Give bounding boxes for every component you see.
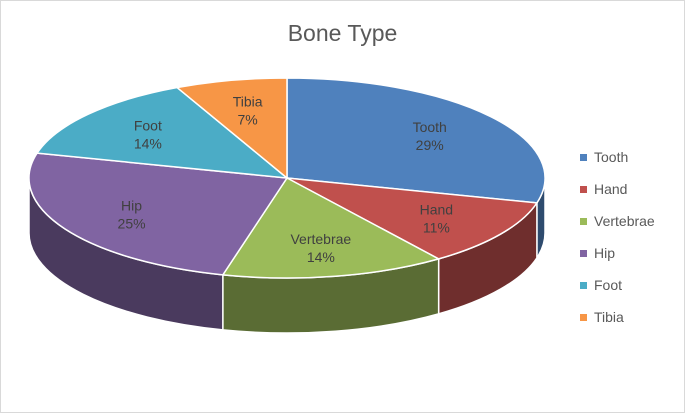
legend-label-foot: Foot: [594, 277, 623, 293]
legend-item-vertebrae: Vertebrae: [580, 205, 655, 237]
legend-swatch-vertebrae: [580, 217, 587, 225]
legend-item-tooth: Tooth: [580, 141, 655, 173]
legend-label-hand: Hand: [594, 181, 628, 197]
legend-swatch-hand: [580, 185, 587, 193]
legend-swatch-hip: [580, 249, 587, 257]
data-label-percent-hand: 11%: [423, 219, 450, 235]
data-label-category-foot: Foot: [134, 117, 162, 133]
legend-swatch-tibia: [580, 313, 587, 321]
data-label-category-hip: Hip: [121, 198, 142, 214]
legend-swatch-tooth: [580, 153, 587, 161]
legend-item-hip: Hip: [580, 237, 655, 269]
data-label-category-hand: Hand: [420, 201, 453, 217]
data-label-percent-foot: 14%: [134, 135, 162, 151]
legend-item-foot: Foot: [580, 269, 655, 301]
data-label-percent-hip: 25%: [118, 216, 146, 232]
pie-slice-vertebrae: [221, 177, 441, 279]
data-label-category-vertebrae: Vertebrae: [290, 231, 351, 247]
chart-title: Bone Type: [287, 20, 398, 46]
pie-slice-tibia: [175, 77, 288, 180]
pie-slice-foot: [35, 86, 290, 179]
legend: Tooth Hand Vertebrae Hip Foot Tibia: [580, 141, 655, 333]
pie-slice-hip: [28, 152, 289, 276]
legend-label-hip: Hip: [594, 245, 616, 261]
pie-slice-hand: [286, 177, 539, 260]
data-label-category-tibia: Tibia: [233, 94, 263, 110]
legend-item-tibia: Tibia: [580, 301, 655, 333]
legend-item-hand: Hand: [580, 173, 655, 205]
data-label-percent-vertebrae: 14%: [307, 249, 335, 265]
pie-slice-tooth: [286, 77, 546, 204]
data-label-percent-tibia: 7%: [237, 112, 257, 128]
legend-label-tibia: Tibia: [594, 309, 624, 325]
data-label-percent-tooth: 29%: [416, 137, 444, 153]
data-label-category-tooth: Tooth: [413, 119, 447, 135]
legend-swatch-foot: [580, 281, 587, 289]
legend-label-tooth: Tooth: [594, 149, 629, 165]
legend-label-vertebrae: Vertebrae: [594, 213, 655, 229]
